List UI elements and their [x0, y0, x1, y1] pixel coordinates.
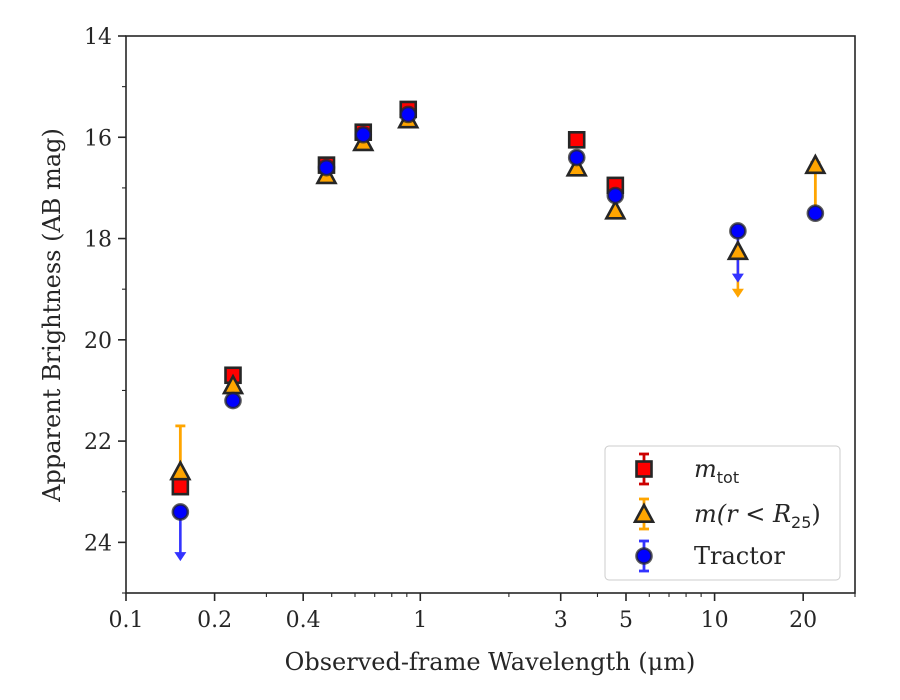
y-tick-label: 14 [84, 25, 112, 50]
legend-label: Tractor [694, 542, 785, 570]
data-points-layer [169, 100, 827, 521]
legend-marker-square [635, 460, 653, 478]
legend-label: mtot [694, 455, 739, 487]
data-point-circle [171, 503, 190, 521]
x-tick-label: 5 [619, 608, 633, 633]
y-tick-label: 22 [84, 430, 112, 455]
data-point-circle [399, 105, 418, 124]
x-tick-label: 1 [413, 608, 427, 633]
x-tick-label: 10 [701, 608, 729, 633]
x-axis-title: Observed-frame Wavelength (μm) [285, 648, 696, 676]
x-tick-label: 20 [789, 608, 817, 633]
data-point-circle [729, 222, 747, 240]
legend-marker-triangle [632, 502, 656, 523]
data-point-triangle [604, 198, 627, 220]
legend-items: mtot m(r < R25) Tractor [632, 452, 821, 573]
y-axis-title: Apparent Brightness (AB mag) [38, 128, 66, 503]
data-point-square [567, 131, 586, 149]
data-point-circle [567, 148, 586, 167]
data-point-triangle [804, 153, 827, 175]
legend-marker-circle [635, 547, 653, 565]
upper-limit-arrowhead [731, 288, 744, 298]
x-tick-label: 0.2 [197, 608, 232, 633]
data-point-triangle [169, 459, 192, 481]
data-point-circle [354, 125, 373, 144]
plot-frame [125, 35, 856, 594]
legend: mtot m(r < R25) Tractor [604, 445, 841, 581]
legend-box [604, 445, 841, 581]
data-point-circle [224, 391, 242, 410]
x-tick-label: 0.4 [286, 608, 321, 633]
y-tick-label: 16 [84, 126, 112, 151]
upper-limit-arrowhead [174, 552, 187, 562]
x-tick-label: 0.1 [109, 608, 144, 633]
data-point-circle [606, 186, 625, 205]
legend-label: m(r < R25) [694, 500, 821, 532]
ticks-layer: 0.1 0.2 0.4 1 3 5 10 20 14 16 18 20 22 24 [84, 25, 856, 633]
upper-limit-arrowhead [731, 273, 744, 283]
x-tick-label: 3 [554, 608, 568, 633]
data-point-circle [317, 158, 336, 177]
y-tick-label: 18 [84, 228, 112, 253]
data-point-triangle [726, 239, 750, 261]
y-tick-label: 24 [84, 531, 112, 556]
data-point-circle [806, 204, 825, 223]
data-point-square [171, 477, 190, 496]
y-tick-label: 20 [84, 329, 112, 354]
data-point-triangle [565, 155, 588, 177]
